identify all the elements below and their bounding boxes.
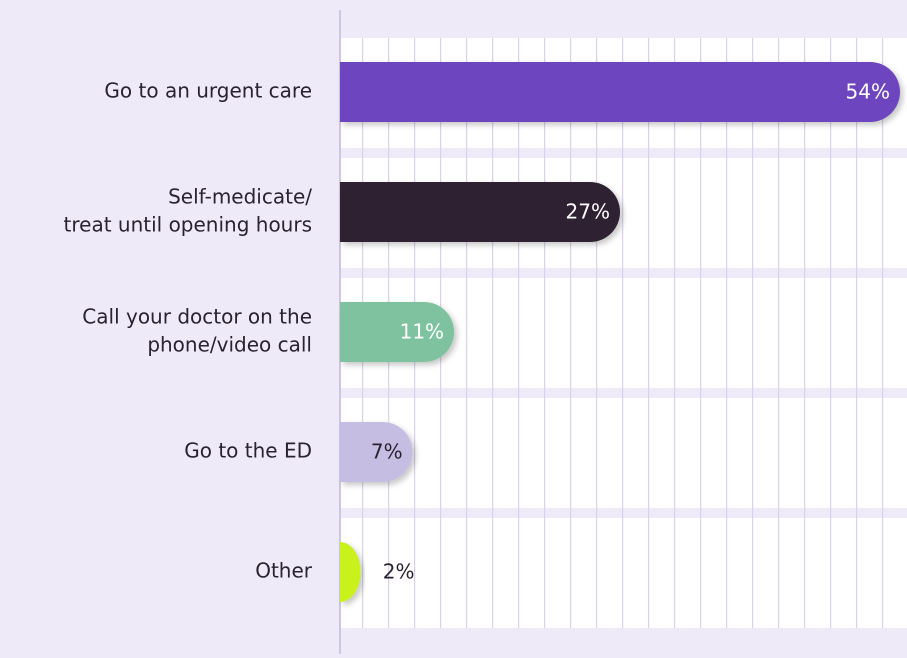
bar [340,422,413,482]
value-label: 2% [383,560,415,584]
category-label: Other [255,559,313,583]
category-label: Call your doctor on the [82,305,312,329]
category-label: Go to an urgent care [104,79,312,103]
bar [340,62,900,122]
category-label: treat until opening hours [64,213,312,237]
value-label: 11% [400,320,444,344]
value-label: 27% [566,200,610,224]
value-label: 7% [371,440,403,464]
category-label: Self-medicate/ [168,185,312,209]
category-label: Go to the ED [184,439,312,463]
bar [340,182,620,242]
bar [340,542,361,602]
value-label: 54% [846,80,890,104]
plot-background [340,38,907,628]
category-label: phone/video call [147,333,312,357]
bar [340,302,455,362]
